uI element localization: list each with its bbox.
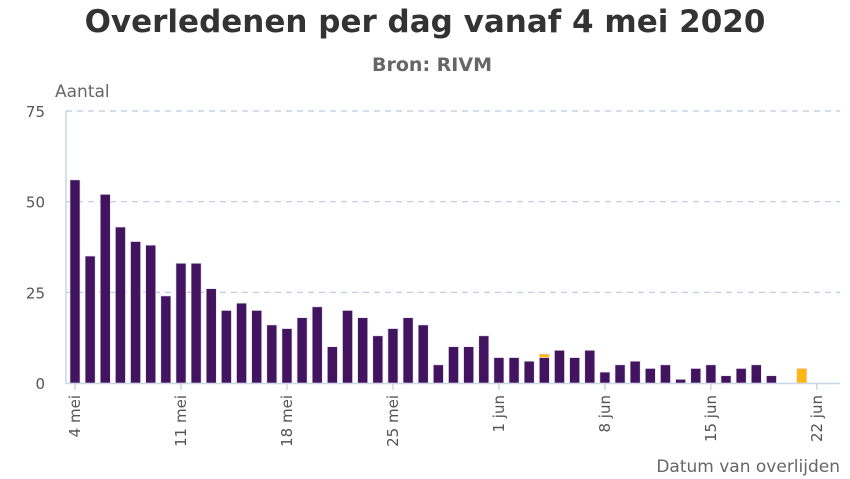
bar: [660, 364, 671, 384]
bar: [584, 350, 596, 384]
bar: [190, 263, 202, 384]
bar: [705, 364, 717, 384]
bar: [296, 317, 308, 384]
x-tick-label: 1 jun: [490, 395, 508, 433]
bar: [175, 263, 187, 384]
bar: [311, 306, 323, 384]
x-tick-label: 18 mei: [278, 395, 296, 447]
bar: [463, 346, 474, 384]
bar: [236, 302, 247, 384]
y-tick-label: 75: [26, 103, 45, 121]
bar: [629, 360, 641, 384]
bar: [448, 346, 459, 384]
bar: [599, 371, 611, 384]
bar: [221, 310, 232, 384]
chart-title: Overledenen per dag vanaf 4 mei 2020: [85, 4, 766, 40]
bar: [539, 357, 550, 384]
bar: [766, 375, 777, 384]
bar: [690, 368, 702, 384]
bar: [145, 244, 156, 384]
bar: [69, 179, 81, 384]
y-tick-label: 25: [26, 284, 45, 302]
x-tick-label: 8 jun: [596, 395, 614, 433]
x-tick-label: 4 mei: [66, 395, 84, 437]
bar: [523, 360, 535, 384]
bar: [675, 379, 686, 384]
y-axis-label: Aantal: [55, 82, 110, 102]
bar: [99, 194, 111, 384]
bar-recent: [539, 353, 550, 358]
x-tick-label: 15 jun: [702, 395, 720, 442]
bar: [115, 226, 126, 384]
bar: [327, 346, 338, 384]
bar: [402, 317, 414, 384]
x-tick-label: 22 jun: [808, 395, 826, 442]
bar: [750, 364, 762, 384]
bar: [130, 241, 141, 384]
chart-subtitle: Bron: RIVM: [372, 54, 492, 76]
bar: [372, 335, 384, 384]
bar: [160, 295, 172, 384]
bar: [554, 350, 565, 384]
y-tick-label: 0: [35, 375, 45, 393]
x-axis-label: Datum van overlijden: [656, 457, 840, 477]
bar: [266, 324, 278, 384]
bar: [205, 288, 217, 384]
bar: [281, 328, 293, 384]
bar: [357, 317, 368, 384]
bar: [84, 255, 96, 384]
y-tick-label: 50: [26, 194, 45, 212]
bar: [387, 328, 399, 384]
bar: [342, 310, 353, 384]
bar: [251, 310, 262, 384]
x-tick-label: 11 mei: [172, 395, 190, 447]
bar: [478, 335, 490, 384]
x-tick-label: 25 mei: [384, 395, 402, 447]
bar: [508, 357, 520, 384]
bar: [614, 364, 626, 384]
bar: [720, 375, 732, 384]
bar: [569, 357, 580, 384]
bar-recent: [796, 368, 808, 384]
bar: [735, 368, 747, 384]
bar: [417, 324, 429, 384]
bar: [645, 368, 656, 384]
bar: [493, 357, 505, 384]
bar: [433, 364, 444, 384]
